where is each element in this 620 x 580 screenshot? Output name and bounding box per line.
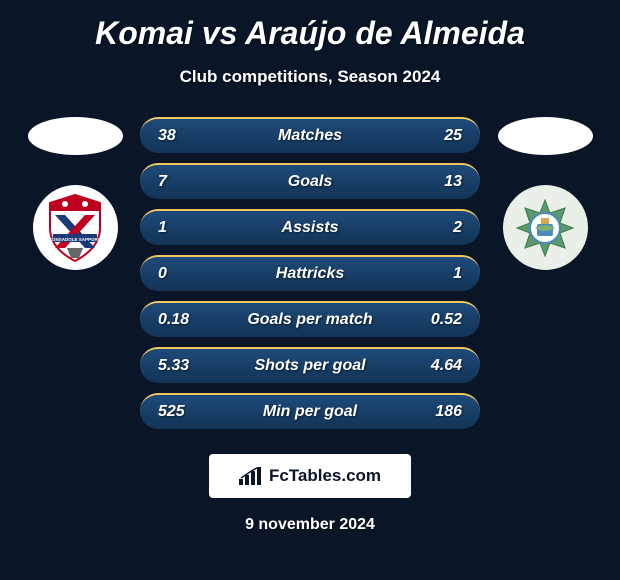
stat-left-value: 38: [158, 127, 203, 145]
club-badge-left: CONSADOLE SAPPORO: [33, 185, 118, 270]
stat-row: 0.18 Goals per match 0.52: [140, 301, 480, 337]
svg-text:CONSADOLE SAPPORO: CONSADOLE SAPPORO: [49, 237, 102, 242]
stat-right-value: 1: [417, 265, 462, 283]
club-badge-right: [503, 185, 588, 270]
stat-left-value: 0.18: [158, 311, 203, 329]
stat-row: 0 Hattricks 1: [140, 255, 480, 291]
stat-left-value: 525: [158, 403, 203, 421]
player-avatar-left: [28, 117, 123, 155]
stat-label: Matches: [278, 127, 342, 145]
stat-row: 525 Min per goal 186: [140, 393, 480, 429]
stat-label: Assists: [282, 219, 339, 237]
stat-right-value: 4.64: [417, 357, 462, 375]
chart-icon: [239, 467, 261, 485]
stat-right-value: 25: [417, 127, 462, 145]
stat-row: 5.33 Shots per goal 4.64: [140, 347, 480, 383]
stat-left-value: 0: [158, 265, 203, 283]
stat-row: 7 Goals 13: [140, 163, 480, 199]
stat-right-value: 13: [417, 173, 462, 191]
subtitle: Club competitions, Season 2024: [0, 67, 620, 87]
content-row: CONSADOLE SAPPORO 38 Matches 25 7 Goals …: [0, 117, 620, 429]
brand-logo: FcTables.com: [209, 454, 411, 498]
stat-right-value: 0.52: [417, 311, 462, 329]
date-label: 9 november 2024: [245, 516, 375, 534]
stat-label: Hattricks: [276, 265, 344, 283]
stat-row: 38 Matches 25: [140, 117, 480, 153]
stat-label: Goals per match: [247, 311, 372, 329]
stat-row: 1 Assists 2: [140, 209, 480, 245]
crest-icon: [515, 198, 575, 258]
stat-label: Min per goal: [263, 403, 357, 421]
comparison-card: Komai vs Araújo de Almeida Club competit…: [0, 0, 620, 544]
shield-icon: CONSADOLE SAPPORO: [45, 193, 105, 263]
right-column: [495, 117, 595, 270]
brand-text: FcTables.com: [269, 466, 381, 486]
stat-label: Shots per goal: [254, 357, 365, 375]
stat-right-value: 186: [417, 403, 462, 421]
stat-right-value: 2: [417, 219, 462, 237]
stat-left-value: 1: [158, 219, 203, 237]
page-title: Komai vs Araújo de Almeida: [0, 15, 620, 52]
stat-left-value: 7: [158, 173, 203, 191]
left-column: CONSADOLE SAPPORO: [25, 117, 125, 270]
player-avatar-right: [498, 117, 593, 155]
stat-label: Goals: [288, 173, 332, 191]
stat-left-value: 5.33: [158, 357, 203, 375]
stats-list: 38 Matches 25 7 Goals 13 1 Assists 2 0 H…: [140, 117, 480, 429]
footer: FcTables.com 9 november 2024: [0, 454, 620, 534]
